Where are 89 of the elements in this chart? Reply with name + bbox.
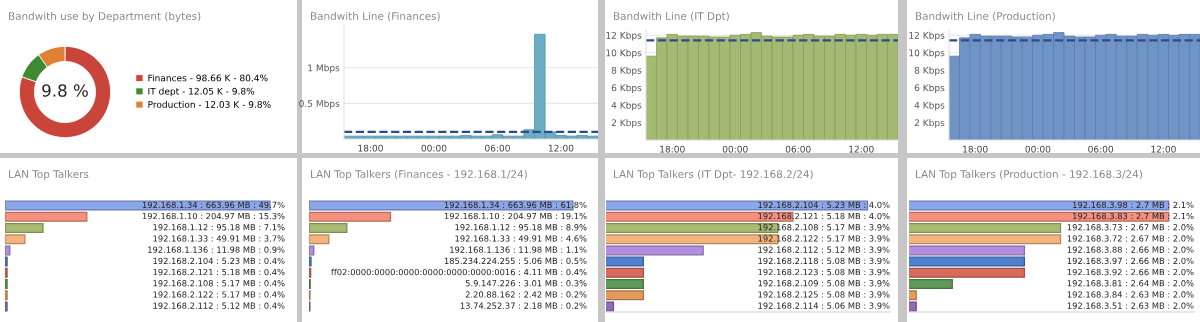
data-label: 192.168.3.84 : 2.63 MB : 2.0%: [1067, 291, 1194, 298]
x-tick-label: 06:00: [785, 145, 811, 153]
data-label: 192.168.3.88 : 2.66 MB : 2.0%: [1067, 246, 1194, 253]
data-label: 192.168.2.109 : 5.08 MB : 3.9%: [758, 280, 890, 287]
chart-title: LAN Top Talkers (IT Dpt- 192.168.2/24): [614, 169, 813, 181]
data-label: 192.168.1.136 : 11.98 MB : 0.9%: [148, 246, 285, 253]
data-label: 192.168.3.83 : 2.7 MB : 2.1%: [1073, 212, 1194, 220]
bar: [309, 245, 315, 256]
x-tick-label: 18:00: [963, 145, 988, 153]
x-tick-label: 00:00: [421, 144, 447, 152]
bar: [5, 211, 88, 222]
chart-title: Bandwith Line (Production): [916, 11, 1055, 22]
x-tick-label: 12:00: [849, 145, 874, 153]
data-label: 192.168.1.34 : 663.96 MB : 61.8%: [444, 201, 587, 209]
data-label: 192.168.2.112 : 5.12 MB : 0.4%: [153, 302, 285, 309]
data-label: 192.168.3.72 : 2.67 MB : 2.0%: [1067, 235, 1194, 242]
bar: [309, 211, 392, 222]
y-tick-label: 12 Kbps: [606, 31, 642, 41]
data-label: 192.168.2.104 : 5.23 MB : 0.4%: [153, 257, 285, 265]
data-label: 192.168.1.10 : 204.97 MB : 15.3%: [142, 212, 285, 220]
data-label: 192.168.2.112 : 5.12 MB : 3.9%: [758, 246, 890, 253]
y-tick-label: 12 Kbps: [909, 31, 945, 41]
data-label: 192.168.2.125 : 5.08 MB : 3.9%: [758, 291, 890, 298]
bar: [5, 301, 8, 312]
data-label: 192.168.2.108 : 5.17 MB : 0.4%: [153, 280, 285, 287]
y-tick-label: 8 Kbps: [914, 66, 945, 76]
data-label: 185.234.224.255 : 5.06 MB : 0.5%: [444, 257, 587, 265]
bar: [309, 223, 348, 233]
bar: [5, 245, 11, 256]
text: 9.8 %: [42, 84, 88, 97]
bar: [309, 256, 312, 267]
data-label: 192.168.2.121 : 5.18 MB : 0.4%: [153, 268, 285, 276]
bar: [5, 267, 8, 278]
chart-title: LAN Top Talkers (Production - 192.168.3/24): [916, 169, 1142, 181]
x-tick-label: 00:00: [1025, 145, 1051, 153]
bar: [5, 279, 8, 289]
x-tick-label: 18:00: [660, 145, 685, 153]
data-label: 192.168.3.81 : 2.64 MB : 2.0%: [1067, 280, 1194, 287]
data-label: 192.168.3.51 : 2.63 MB : 2.0%: [1067, 302, 1194, 309]
y-tick-label: 1 Mbps: [308, 64, 340, 74]
y-tick-label: 4 Kbps: [914, 101, 945, 111]
data-label: 192.168.2.104 : 5.23 MB : 4.0%: [758, 201, 890, 209]
data-label: 13.74.252.37 : 2.18 MB : 0.2%: [460, 302, 587, 309]
y-tick-label: 6 Kbps: [611, 84, 642, 93]
data-label: 192.168.2.114 : 5.06 MB : 3.9%: [758, 302, 890, 309]
data-label: 192.168.3.97 : 2.66 MB : 2.0%: [1067, 257, 1194, 265]
bar: [5, 223, 44, 233]
data-label: ff02:0000:0000:0000:0000:0000:0000:0016 : 4.11 MB : 0.4%: [331, 268, 587, 276]
bar: [5, 256, 8, 267]
data-label: 192.168.1.12 : 95.18 MB : 7.1%: [153, 224, 285, 231]
data-label: 192.168.1.10 : 204.97 MB : 19.1%: [444, 212, 587, 220]
y-tick-label: 10 Kbps: [909, 49, 945, 59]
x-tick-label: 12:00: [548, 144, 574, 152]
x-tick-label: 12:00: [1151, 145, 1176, 153]
data-label: 192.168.1.33 : 49.91 MB : 3.7%: [153, 235, 285, 242]
data-label: 192.168.1.136 : 11.98 MB : 1.1%: [450, 246, 587, 253]
chart-title: LAN Top Talkers: [9, 169, 89, 181]
x-tick-label: 00:00: [722, 145, 748, 153]
data-label: 192.168.2.122 : 5.17 MB : 0.4%: [153, 291, 285, 298]
bar: [5, 290, 8, 301]
chart-title: LAN Top Talkers (Finances - 192.168.1/24): [311, 169, 527, 181]
data-label: 192.168.1.33 : 49.91 MB : 4.6%: [455, 235, 587, 242]
bar: [309, 234, 330, 245]
y-tick-label: 0.5 Mbps: [299, 99, 340, 109]
x-tick-label: 06:00: [485, 144, 510, 152]
y-tick-label: 2 Kbps: [611, 119, 642, 128]
x-tick-label: 06:00: [1088, 145, 1114, 153]
data-label: 2.20.88.162 : 2.42 MB : 0.2%: [465, 291, 587, 298]
y-tick-label: 4 Kbps: [611, 101, 642, 111]
data-label: 5.9.147.226 : 3.01 MB : 0.3%: [465, 280, 587, 287]
data-label: 192.168.3.73 : 2.67 MB : 2.0%: [1067, 224, 1194, 231]
y-tick-label: 8 Kbps: [611, 66, 642, 76]
x-tick-label: 18:00: [358, 144, 383, 152]
legend-label: Finances - 98.66 K - 80.4%: [148, 74, 268, 82]
chart-title: Bandwith Line (Finances): [311, 11, 440, 22]
data-label: 192.168.3.98 : 2.7 MB : 2.1%: [1073, 201, 1194, 209]
y-tick-label: 10 Kbps: [606, 49, 642, 59]
legend-label: Production - 12.03 K - 9.8%: [148, 100, 271, 108]
legend-label: IT dept - 12.05 K - 9.8%: [148, 87, 255, 97]
data-label: 192.168.1.12 : 95.18 MB : 8.9%: [455, 224, 587, 231]
chart-title: Bandwith use by Department (bytes): [9, 11, 201, 23]
y-tick-label: 2 Kbps: [914, 119, 945, 128]
chart-title: Bandwith Line (IT Dpt): [614, 11, 729, 23]
data-label: 192.168.3.92 : 2.66 MB : 2.0%: [1067, 268, 1194, 276]
y-tick-label: 6 Kbps: [914, 84, 945, 93]
data-label: 192.168.2.123 : 5.08 MB : 3.9%: [758, 268, 890, 276]
donut-slice: [18, 45, 112, 139]
bar: [5, 234, 26, 245]
data-label: 192.168.2.118 : 5.08 MB : 3.9%: [758, 257, 890, 265]
